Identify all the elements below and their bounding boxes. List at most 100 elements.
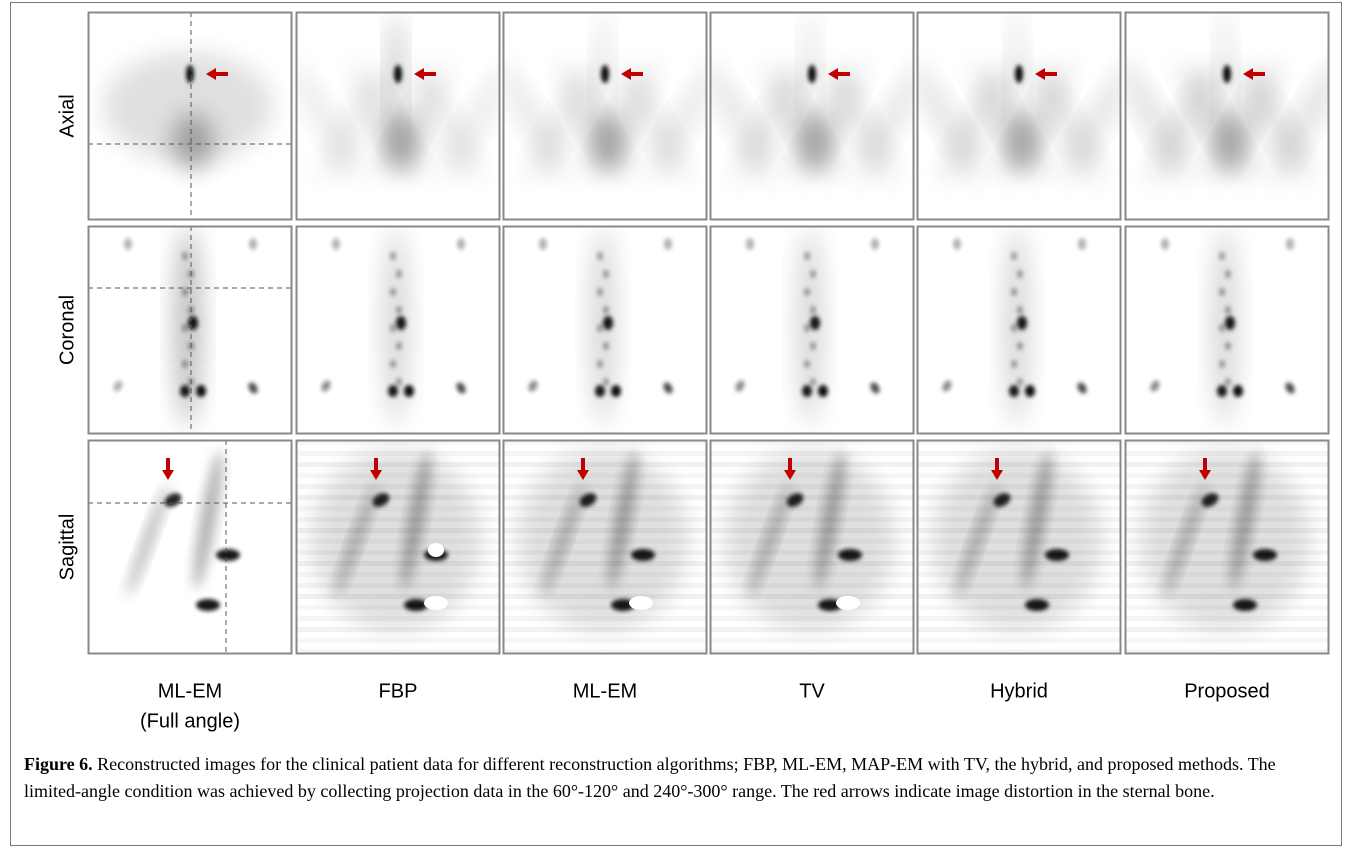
image-blob <box>1022 451 1052 589</box>
row-label: Sagittal <box>56 514 78 581</box>
image-blob <box>404 385 414 397</box>
image-blob <box>1017 378 1023 386</box>
red-arrow <box>162 458 174 480</box>
panel-border <box>87 225 293 435</box>
image-blob <box>1225 342 1231 350</box>
panel-border <box>709 225 915 435</box>
column-label: Proposed <box>1184 680 1270 702</box>
image-blob <box>182 252 188 260</box>
image-blob <box>746 238 754 250</box>
image-blob <box>597 324 603 332</box>
image-blob <box>180 385 190 397</box>
red-arrow <box>1243 68 1265 80</box>
image-blob <box>932 450 1102 630</box>
image-blob <box>456 382 466 394</box>
panel-border <box>916 439 1122 655</box>
image-blob <box>588 114 628 170</box>
image-blob <box>664 238 672 250</box>
image-panel <box>88 12 292 220</box>
panel-border <box>295 11 501 221</box>
image-blob <box>1045 549 1069 561</box>
image-blob <box>390 360 396 368</box>
image-blob <box>1219 288 1225 296</box>
panel-border <box>502 439 708 655</box>
image-blob <box>786 493 804 507</box>
image-blob <box>381 114 421 170</box>
image-blob <box>164 493 182 507</box>
image-blob <box>1230 451 1260 589</box>
image-blob <box>1219 252 1225 260</box>
image-blob <box>646 61 707 183</box>
image-panel <box>1125 12 1329 220</box>
image-blob <box>311 450 481 630</box>
column-label: Hybrid <box>990 680 1048 702</box>
image-blob <box>1233 599 1257 611</box>
image-blob <box>1161 238 1169 250</box>
image-blob <box>735 380 745 392</box>
streak <box>503 649 707 654</box>
red-arrow <box>414 68 436 80</box>
panel-bg <box>88 440 292 654</box>
image-panel <box>88 226 292 434</box>
image-blob <box>196 599 220 611</box>
image-blob <box>795 114 835 170</box>
panel-border <box>502 225 708 435</box>
image-blob <box>394 65 402 83</box>
image-blob <box>173 114 213 170</box>
image-blob <box>611 385 621 397</box>
image-blob <box>1233 385 1243 397</box>
image-blob <box>539 238 547 250</box>
image-panel <box>503 440 707 654</box>
streak <box>917 638 1121 643</box>
image-panel <box>710 440 914 654</box>
image-blob <box>396 316 406 330</box>
image-blob <box>390 252 396 260</box>
image-blob <box>818 385 828 397</box>
panel-border <box>916 11 1122 221</box>
image-blob <box>396 270 402 278</box>
saturated-spot <box>836 596 860 610</box>
image-blob <box>404 599 428 611</box>
red-arrow <box>206 68 228 80</box>
figure-frame <box>10 2 1342 846</box>
image-blob <box>332 238 340 250</box>
image-blob <box>390 324 396 332</box>
image-blob <box>589 226 617 426</box>
panel-border <box>1124 11 1330 221</box>
image-blob <box>1201 493 1219 507</box>
image-panel <box>88 440 292 654</box>
row-label: Coronal <box>56 295 78 365</box>
streak <box>917 649 1121 654</box>
image-blob <box>748 483 792 597</box>
image-blob <box>1163 483 1207 597</box>
image-panel <box>296 440 500 654</box>
streak <box>296 649 500 654</box>
red-arrow <box>1035 68 1057 80</box>
column-label: (Full angle) <box>140 710 240 732</box>
panel-border <box>87 439 293 655</box>
caption-label: Figure 6. <box>24 754 93 774</box>
panel-border <box>1124 439 1330 655</box>
panel-border <box>709 439 915 655</box>
image-blob <box>1025 599 1049 611</box>
image-blob <box>439 61 500 183</box>
column-label: ML-EM <box>573 680 637 702</box>
figure-panels: Axial Coronal Sagittal ML-EM (Full angle) FBP… <box>56 11 1330 732</box>
image-blob <box>1286 238 1294 250</box>
image-blob <box>631 549 655 561</box>
image-blob <box>603 378 609 386</box>
image-blob <box>334 483 378 597</box>
streak <box>296 638 500 643</box>
image-blob <box>1268 61 1329 183</box>
image-blob <box>1003 226 1031 426</box>
image-blob <box>1225 316 1235 330</box>
image-blob <box>579 493 597 507</box>
image-blob <box>1210 114 1250 170</box>
image-panel <box>503 226 707 434</box>
image-blob <box>188 316 198 330</box>
image-blob <box>1077 382 1087 394</box>
image-panel <box>710 226 914 434</box>
image-blob <box>182 360 188 368</box>
red-arrow <box>991 458 1003 480</box>
image-blob <box>804 360 810 368</box>
